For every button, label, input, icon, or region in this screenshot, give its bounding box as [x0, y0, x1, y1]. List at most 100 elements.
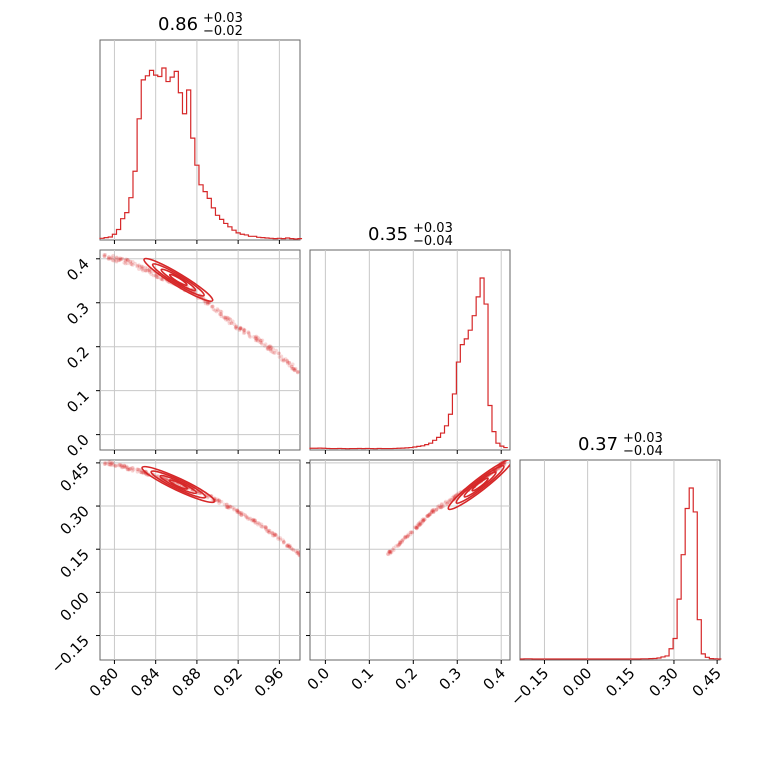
sample-point	[440, 502, 444, 507]
sample-point	[226, 316, 231, 320]
sample-point	[219, 312, 223, 316]
sample-point	[439, 505, 443, 510]
sample-point	[423, 517, 427, 522]
sample-point	[414, 525, 419, 530]
sample-point	[226, 318, 230, 323]
sample-point	[135, 264, 139, 269]
sample-point	[227, 317, 232, 321]
sample-point	[137, 264, 142, 269]
sample-point	[397, 540, 402, 544]
sample-point	[296, 369, 300, 374]
sample-point	[155, 275, 160, 280]
sample-point	[225, 505, 230, 510]
sample-point	[122, 260, 127, 265]
sample-point	[297, 553, 300, 558]
sample-point	[253, 338, 258, 343]
sample-point	[106, 255, 111, 260]
sample-point	[438, 505, 442, 509]
sample-point	[291, 367, 295, 371]
sample-point	[266, 347, 271, 352]
y-tick-label: 0.30	[56, 502, 92, 538]
contour-level	[160, 268, 197, 292]
sample-point	[276, 537, 280, 541]
sample-point	[287, 363, 292, 368]
sample-point	[232, 322, 237, 327]
title-param-3: 0.37	[578, 434, 618, 455]
sample-point	[406, 532, 410, 537]
sample-point	[135, 469, 140, 474]
sample-point	[293, 549, 298, 554]
sample-point	[295, 551, 299, 556]
sample-point	[257, 521, 262, 526]
sample-point	[156, 473, 160, 478]
sample-point	[238, 510, 243, 515]
title-lower-1: −0.02	[203, 24, 243, 39]
contour-level	[447, 460, 510, 511]
sample-point	[107, 460, 111, 464]
sample-point	[385, 552, 390, 556]
sample-point	[257, 337, 262, 341]
sample-point	[123, 465, 127, 470]
hist-panel-2-frame	[309, 249, 511, 451]
sample-point	[410, 530, 414, 534]
sample-point	[141, 471, 146, 475]
sample-point	[447, 498, 451, 503]
title-upper-3: +0.03	[623, 431, 663, 446]
hist-panel-1-frame	[99, 39, 301, 241]
sample-point	[224, 502, 229, 507]
sample-point	[238, 325, 243, 330]
sample-point	[397, 543, 401, 547]
sample-point	[147, 267, 152, 272]
sample-point	[239, 513, 244, 517]
sample-point	[237, 328, 242, 332]
sample-point	[161, 277, 165, 282]
sample-point	[137, 263, 141, 268]
sample-point	[388, 549, 393, 554]
sample-point	[252, 335, 256, 339]
sample-point	[107, 255, 111, 259]
contour-level	[455, 464, 505, 504]
sample-point	[102, 254, 107, 259]
sample-point	[403, 534, 408, 539]
x-tick-label: 0.45	[689, 664, 725, 700]
hist-panel-1	[99, 39, 303, 244]
contour-level	[143, 257, 214, 303]
histogram-series	[309, 277, 508, 450]
sample-point	[436, 505, 441, 510]
sample-point	[117, 256, 121, 261]
sample-point	[254, 520, 258, 525]
x-tick-label: 0.84	[127, 664, 163, 700]
sample-point	[109, 463, 114, 467]
sample-point	[427, 512, 432, 516]
sample-point	[108, 462, 112, 467]
title-lower-3: −0.04	[623, 444, 663, 459]
sample-point	[427, 513, 432, 517]
sample-point	[388, 551, 392, 556]
contour-level	[150, 470, 207, 499]
sample-point	[266, 529, 270, 533]
sample-point	[426, 514, 430, 519]
sample-point	[110, 258, 115, 263]
contour-level	[159, 474, 198, 495]
sample-point	[124, 465, 128, 470]
sample-point	[418, 520, 422, 525]
sample-point	[267, 530, 272, 535]
scatter-panel-3-1: 0.80 0.84 0.88 0.92 0.96 −0.15 0.00 0.15 0.30 0.4…	[48, 459, 301, 700]
sample-point	[253, 519, 257, 523]
sample-point	[222, 502, 227, 507]
sample-point	[140, 267, 144, 271]
sample-point	[136, 468, 141, 472]
sample-point	[292, 368, 297, 373]
sample-point	[251, 518, 256, 523]
sample-point	[234, 324, 238, 329]
scatter-panel-3-2: 0.0 0.1 0.2 0.3 0.4	[304, 459, 511, 694]
sample-point	[243, 513, 248, 517]
sample-point	[270, 533, 275, 538]
sample-point	[108, 256, 113, 261]
sample-point	[116, 463, 121, 468]
contour-level	[168, 479, 189, 490]
sample-point	[408, 530, 413, 535]
sample-point	[432, 507, 436, 512]
sample-point	[287, 361, 292, 365]
title-upper-1: +0.03	[203, 11, 243, 26]
